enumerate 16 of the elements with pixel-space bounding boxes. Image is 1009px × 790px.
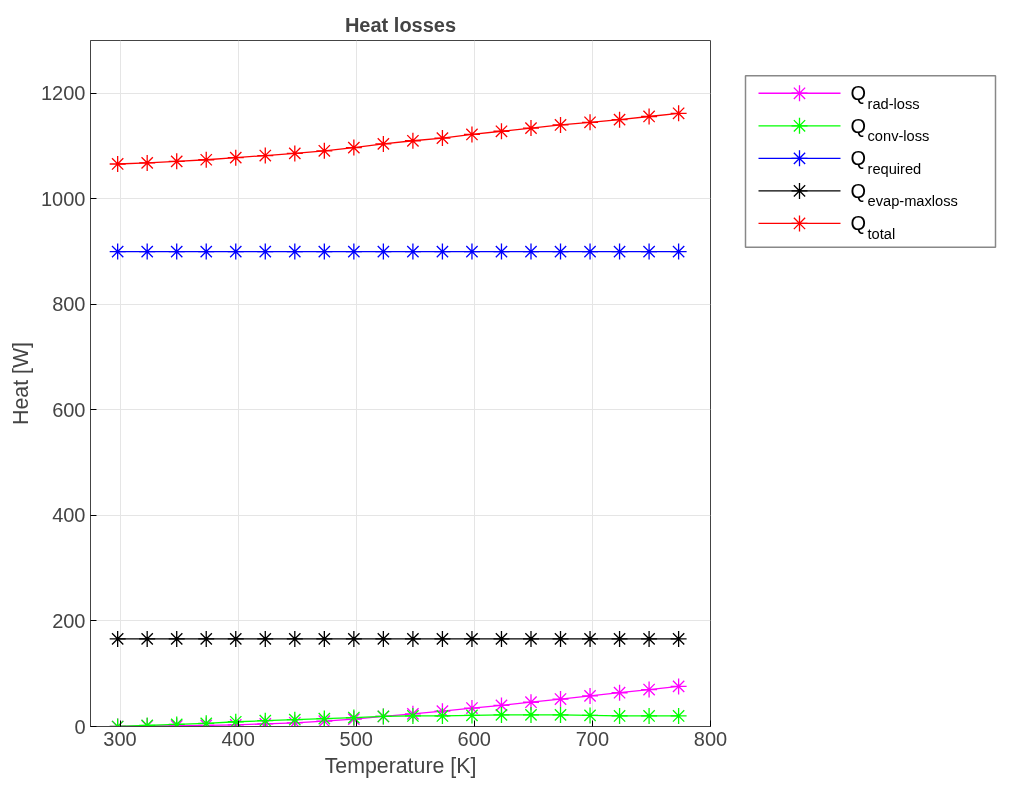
y-tick-label: 1000 <box>41 187 86 210</box>
x-axis-title: Temperature [K] <box>324 753 477 778</box>
x-tick-label: 700 <box>575 727 610 750</box>
y-tick-label: 0 <box>74 715 86 738</box>
x-tick-label: 800 <box>693 727 728 750</box>
y-tick-label: 200 <box>52 609 86 632</box>
y-tick-label: 1200 <box>41 82 86 105</box>
x-tick-label: 400 <box>221 727 255 750</box>
y-axis-title: Heat [W] <box>9 342 34 425</box>
x-tick-label: 600 <box>457 727 491 750</box>
x-tick-label: 500 <box>339 727 373 750</box>
y-tick-label: 400 <box>52 504 86 527</box>
x-tick-label: 300 <box>103 727 137 750</box>
y-tick-label: 800 <box>52 293 86 316</box>
chart-title: Heat losses <box>344 13 457 36</box>
y-tick-label: 600 <box>52 398 86 421</box>
